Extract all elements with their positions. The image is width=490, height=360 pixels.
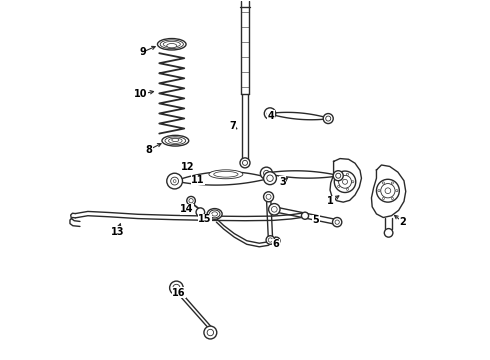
Text: 14: 14	[180, 204, 194, 214]
Circle shape	[264, 170, 270, 176]
Circle shape	[266, 236, 275, 244]
Circle shape	[338, 185, 340, 188]
Circle shape	[333, 217, 342, 227]
Circle shape	[240, 158, 250, 168]
Ellipse shape	[209, 210, 220, 218]
Text: 15: 15	[198, 214, 212, 224]
Circle shape	[167, 173, 182, 189]
Circle shape	[396, 190, 398, 192]
Text: 6: 6	[273, 239, 279, 249]
Ellipse shape	[214, 171, 238, 177]
Text: 12: 12	[181, 162, 195, 172]
Text: 5: 5	[312, 215, 319, 225]
Ellipse shape	[167, 44, 177, 48]
Circle shape	[260, 167, 272, 179]
Circle shape	[339, 175, 351, 188]
Circle shape	[336, 173, 341, 178]
Circle shape	[392, 182, 393, 184]
Circle shape	[385, 188, 391, 194]
Circle shape	[173, 180, 176, 183]
Circle shape	[346, 173, 348, 175]
Circle shape	[187, 197, 196, 205]
Circle shape	[273, 237, 280, 244]
Text: 9: 9	[139, 47, 146, 57]
Circle shape	[264, 108, 276, 119]
Ellipse shape	[207, 208, 222, 219]
Circle shape	[301, 212, 309, 219]
Circle shape	[382, 197, 385, 199]
Circle shape	[384, 229, 393, 237]
Circle shape	[382, 182, 385, 184]
Circle shape	[381, 184, 395, 198]
Ellipse shape	[157, 39, 186, 50]
Text: 8: 8	[146, 145, 153, 155]
Text: 2: 2	[399, 217, 406, 227]
Circle shape	[268, 238, 272, 242]
Text: 3: 3	[279, 177, 286, 187]
Ellipse shape	[163, 41, 180, 47]
Text: 7: 7	[229, 121, 236, 131]
Circle shape	[243, 160, 247, 165]
Circle shape	[378, 190, 380, 192]
Circle shape	[346, 188, 348, 190]
Ellipse shape	[172, 138, 179, 141]
Circle shape	[338, 176, 340, 178]
Ellipse shape	[160, 40, 183, 49]
Text: 1: 1	[327, 197, 334, 206]
Ellipse shape	[162, 135, 189, 146]
Circle shape	[392, 197, 393, 199]
Circle shape	[269, 203, 280, 215]
Circle shape	[196, 208, 205, 216]
Circle shape	[334, 171, 356, 193]
Text: 16: 16	[172, 288, 186, 297]
Circle shape	[204, 326, 217, 339]
Circle shape	[343, 179, 347, 184]
Circle shape	[189, 199, 193, 203]
Circle shape	[376, 179, 399, 202]
Text: 13: 13	[111, 227, 124, 237]
Text: 4: 4	[268, 111, 274, 121]
Circle shape	[326, 116, 331, 121]
Circle shape	[352, 181, 354, 183]
Circle shape	[267, 111, 273, 116]
Circle shape	[333, 171, 343, 181]
Ellipse shape	[165, 137, 186, 145]
Circle shape	[266, 194, 271, 199]
Circle shape	[264, 172, 276, 185]
Ellipse shape	[209, 170, 243, 179]
Text: 10: 10	[134, 89, 147, 99]
Circle shape	[171, 177, 178, 185]
Circle shape	[264, 192, 273, 202]
Circle shape	[271, 206, 277, 212]
Circle shape	[323, 113, 333, 123]
Circle shape	[207, 329, 214, 336]
Circle shape	[267, 175, 273, 181]
Circle shape	[173, 284, 180, 292]
Ellipse shape	[169, 138, 182, 143]
Text: 11: 11	[191, 175, 205, 185]
Ellipse shape	[212, 212, 218, 216]
Circle shape	[335, 220, 339, 224]
Circle shape	[170, 281, 183, 295]
